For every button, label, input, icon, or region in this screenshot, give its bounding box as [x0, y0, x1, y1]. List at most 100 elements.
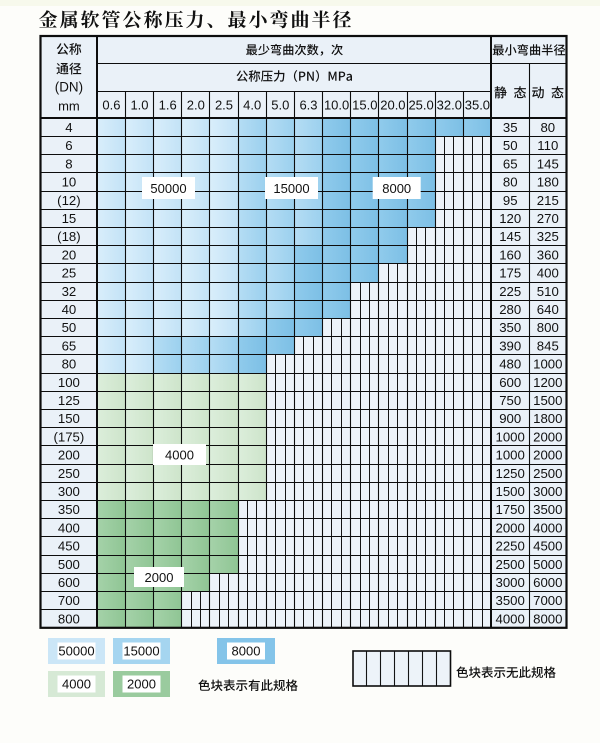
- svg-text:3000: 3000: [533, 484, 562, 499]
- svg-text:175: 175: [499, 266, 521, 281]
- svg-text:1500: 1500: [533, 393, 562, 408]
- svg-text:400: 400: [58, 520, 80, 535]
- svg-text:4000: 4000: [62, 677, 91, 692]
- svg-text:20.0: 20.0: [380, 98, 405, 113]
- svg-text:500: 500: [58, 557, 80, 572]
- svg-text:5.0: 5.0: [271, 98, 289, 113]
- svg-text:800: 800: [58, 611, 80, 626]
- svg-text:845: 845: [537, 338, 559, 353]
- svg-text:3500: 3500: [533, 502, 562, 517]
- svg-text:1000: 1000: [496, 448, 525, 463]
- svg-text:mm: mm: [58, 99, 80, 114]
- svg-text:50: 50: [62, 320, 77, 335]
- svg-text:2250: 2250: [496, 539, 525, 554]
- svg-text:120: 120: [499, 211, 521, 226]
- svg-text:2000: 2000: [127, 677, 156, 692]
- svg-text:15000: 15000: [273, 181, 309, 196]
- svg-text:3000: 3000: [496, 575, 525, 590]
- svg-text:32.0: 32.0: [437, 98, 462, 113]
- svg-text:350: 350: [58, 502, 80, 517]
- svg-text:1.0: 1.0: [130, 98, 148, 113]
- svg-text:150: 150: [58, 411, 80, 426]
- svg-text:80: 80: [503, 175, 518, 190]
- svg-text:6.3: 6.3: [299, 98, 317, 113]
- svg-text:200: 200: [58, 448, 80, 463]
- svg-text:20: 20: [62, 247, 77, 262]
- svg-text:4000: 4000: [533, 520, 562, 535]
- svg-text:600: 600: [58, 575, 80, 590]
- svg-text:1200: 1200: [533, 375, 562, 390]
- svg-text:100: 100: [58, 375, 80, 390]
- svg-text:2000: 2000: [496, 520, 525, 535]
- svg-text:50000: 50000: [58, 644, 94, 659]
- svg-text:10.0: 10.0: [324, 98, 349, 113]
- svg-text:300: 300: [58, 484, 80, 499]
- svg-text:8: 8: [65, 156, 72, 171]
- svg-text:4000: 4000: [165, 447, 194, 462]
- svg-text:6: 6: [65, 138, 72, 153]
- svg-text:400: 400: [537, 266, 559, 281]
- svg-text:8000: 8000: [232, 644, 261, 659]
- svg-text:280: 280: [499, 302, 521, 317]
- svg-text:40: 40: [62, 302, 77, 317]
- svg-text:5000: 5000: [533, 557, 562, 572]
- svg-text:(DN): (DN): [55, 80, 83, 95]
- svg-text:(18): (18): [57, 229, 80, 244]
- svg-text:160: 160: [499, 247, 521, 262]
- svg-text:32: 32: [62, 284, 77, 299]
- svg-text:3500: 3500: [496, 593, 525, 608]
- svg-text:145: 145: [499, 229, 521, 244]
- svg-text:2000: 2000: [145, 570, 174, 585]
- svg-text:10: 10: [62, 175, 77, 190]
- svg-text:1.6: 1.6: [159, 98, 177, 113]
- svg-text:750: 750: [499, 393, 521, 408]
- svg-text:50000: 50000: [150, 181, 186, 196]
- svg-text:4.0: 4.0: [243, 98, 261, 113]
- svg-text:35.0: 35.0: [465, 98, 490, 113]
- svg-text:4500: 4500: [533, 539, 562, 554]
- svg-text:110: 110: [537, 138, 558, 153]
- svg-text:640: 640: [537, 302, 559, 317]
- svg-text:270: 270: [537, 211, 559, 226]
- svg-text:4000: 4000: [496, 611, 525, 626]
- svg-text:15000: 15000: [123, 644, 159, 659]
- svg-text:50: 50: [503, 138, 518, 153]
- svg-text:2000: 2000: [533, 448, 562, 463]
- svg-text:1750: 1750: [496, 502, 525, 517]
- svg-text:800: 800: [537, 320, 559, 335]
- svg-text:65: 65: [503, 156, 518, 171]
- svg-text:0.6: 0.6: [102, 98, 120, 113]
- svg-text:390: 390: [499, 338, 521, 353]
- svg-text:95: 95: [503, 193, 518, 208]
- svg-text:325: 325: [537, 229, 559, 244]
- svg-text:1800: 1800: [533, 411, 562, 426]
- svg-text:2000: 2000: [533, 429, 562, 444]
- svg-text:65: 65: [62, 338, 77, 353]
- svg-text:1000: 1000: [533, 357, 562, 372]
- svg-text:1500: 1500: [496, 484, 525, 499]
- svg-text:250: 250: [58, 466, 80, 481]
- svg-text:480: 480: [499, 357, 521, 372]
- svg-text:1250: 1250: [496, 466, 525, 481]
- svg-text:510: 510: [537, 284, 559, 299]
- svg-text:80: 80: [540, 120, 555, 135]
- svg-text:4: 4: [65, 120, 72, 135]
- svg-text:145: 145: [537, 156, 559, 171]
- svg-text:2500: 2500: [496, 557, 525, 572]
- svg-text:8000: 8000: [382, 181, 411, 196]
- svg-text:8000: 8000: [533, 611, 562, 626]
- svg-text:(12): (12): [57, 193, 80, 208]
- svg-text:2.5: 2.5: [215, 98, 233, 113]
- svg-text:6000: 6000: [533, 575, 562, 590]
- svg-text:450: 450: [58, 539, 80, 554]
- svg-text:900: 900: [499, 411, 521, 426]
- svg-text:25: 25: [62, 266, 77, 281]
- svg-text:35: 35: [503, 120, 518, 135]
- svg-text:350: 350: [499, 320, 521, 335]
- svg-text:(175): (175): [54, 429, 85, 444]
- svg-text:15.0: 15.0: [352, 98, 377, 113]
- svg-text:25.0: 25.0: [408, 98, 433, 113]
- svg-text:2500: 2500: [533, 466, 562, 481]
- svg-text:180: 180: [537, 175, 559, 190]
- svg-text:700: 700: [58, 593, 80, 608]
